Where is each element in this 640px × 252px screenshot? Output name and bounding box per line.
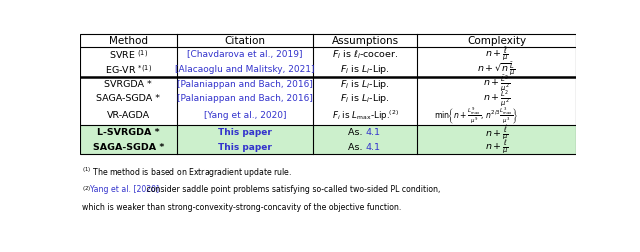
Text: $^{(2)}$: $^{(2)}$ xyxy=(83,184,93,197)
Text: Yang et al. [2020]: Yang et al. [2020] xyxy=(90,184,159,194)
Text: $\min\!\left\{n+\frac{L_{\mathrm{max}}^9}{\mu^9},\, n^{2/3}\frac{L_{\mathrm{max}: $\min\!\left\{n+\frac{L_{\mathrm{max}}^9… xyxy=(434,105,518,126)
Text: EG-VR $^{*(1)}$: EG-VR $^{*(1)}$ xyxy=(105,63,152,76)
Text: $n+\frac{\hat{\ell}}{\mu}$: $n+\frac{\hat{\ell}}{\mu}$ xyxy=(484,123,509,142)
Text: SVRE $^{(1)}$: SVRE $^{(1)}$ xyxy=(109,48,148,61)
Text: [Yang et al., 2020]: [Yang et al., 2020] xyxy=(204,111,286,120)
Bar xyxy=(80,125,576,140)
Text: This paper: This paper xyxy=(218,143,272,151)
Text: Method: Method xyxy=(109,36,148,46)
Text: $n+\frac{\bar{L}^2}{\mu^2}$: $n+\frac{\bar{L}^2}{\mu^2}$ xyxy=(483,74,510,94)
Text: $n+\frac{\bar{\ell}}{\mu}$: $n+\frac{\bar{\ell}}{\mu}$ xyxy=(484,46,509,64)
Text: As.: As. xyxy=(348,128,365,137)
Text: $n+\sqrt{n}\frac{\bar{L}}{\mu}$: $n+\sqrt{n}\frac{\bar{L}}{\mu}$ xyxy=(477,61,516,78)
Text: $^{(1)}$ The method is based on Extragradient update rule.: $^{(1)}$ The method is based on Extragra… xyxy=(83,166,293,180)
Text: Assumptions: Assumptions xyxy=(332,36,399,46)
Text: [Palaniappan and Bach, 2016]: [Palaniappan and Bach, 2016] xyxy=(177,94,313,104)
Text: 4.1: 4.1 xyxy=(365,143,380,151)
Text: Complexity: Complexity xyxy=(467,36,526,46)
Text: $F_i$ is $L_{\mathrm{max}}$-Lip.$^{(2)}$: $F_i$ is $L_{\mathrm{max}}$-Lip.$^{(2)}$ xyxy=(332,108,399,123)
Text: SAGA-SGDA *: SAGA-SGDA * xyxy=(93,143,164,151)
Text: $n+\frac{\ell}{\mu}$: $n+\frac{\ell}{\mu}$ xyxy=(484,138,509,156)
Text: SAGA-SGDA *: SAGA-SGDA * xyxy=(97,94,161,104)
Text: $n+\frac{\bar{L}^2}{\mu^2}$: $n+\frac{\bar{L}^2}{\mu^2}$ xyxy=(483,89,510,109)
Text: [Alacaoglu and Malitsky, 2021]: [Alacaoglu and Malitsky, 2021] xyxy=(175,65,315,74)
Bar xyxy=(80,140,576,154)
Text: which is weaker than strong-convexity-strong-concavity of the objective function: which is weaker than strong-convexity-st… xyxy=(83,203,402,212)
Text: $F_i$ is $L_i$-Lip.: $F_i$ is $L_i$-Lip. xyxy=(340,78,390,91)
Text: Citation: Citation xyxy=(225,36,266,46)
Text: [Palaniappan and Bach, 2016]: [Palaniappan and Bach, 2016] xyxy=(177,80,313,89)
Text: 4.1: 4.1 xyxy=(365,128,380,137)
Text: This paper: This paper xyxy=(218,128,272,137)
Text: SVRGDA *: SVRGDA * xyxy=(104,80,152,89)
Bar xyxy=(80,34,576,154)
Text: L-SVRGDA *: L-SVRGDA * xyxy=(97,128,159,137)
Text: $F_i$ is $\ell_i$-cocoer.: $F_i$ is $\ell_i$-cocoer. xyxy=(332,48,399,61)
Text: VR-AGDA: VR-AGDA xyxy=(107,111,150,120)
Text: $F_i$ is $L_i$-Lip.: $F_i$ is $L_i$-Lip. xyxy=(340,63,390,76)
Text: [Chavdarova et al., 2019]: [Chavdarova et al., 2019] xyxy=(187,50,303,59)
Text: consider saddle point problems satisfying so-called two-sided PL condition,: consider saddle point problems satisfyin… xyxy=(144,184,440,194)
Text: As.: As. xyxy=(348,143,365,151)
Text: $F_i$ is $L_i$-Lip.: $F_i$ is $L_i$-Lip. xyxy=(340,92,390,106)
